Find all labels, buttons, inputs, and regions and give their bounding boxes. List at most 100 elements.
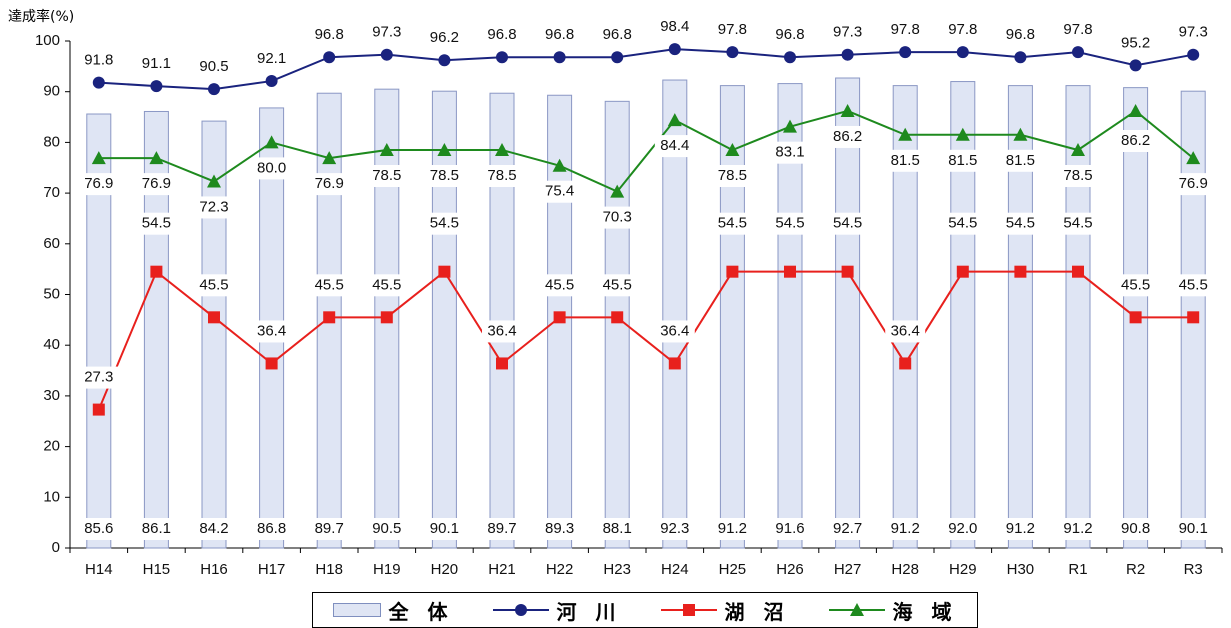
data-label-river: 97.3 (372, 24, 401, 41)
data-label-lake-bg (1173, 274, 1214, 297)
data-label-total: 92.7 (833, 520, 862, 537)
point-sea (552, 158, 567, 172)
data-label-sea-bg (770, 141, 810, 164)
data-label-total: 88.1 (603, 520, 632, 537)
data-label-lake-bg (309, 274, 350, 297)
x-tick-label: H26 (776, 561, 804, 578)
data-label-lake: 36.4 (660, 322, 689, 339)
chart-plot: 0 10 20 30 40 50 60 70 80 90 100 H14 H15 H16 H17 H18 H19… (35, 18, 1223, 578)
data-label-lake-bg (539, 274, 580, 297)
data-label-lake-bg (424, 212, 465, 235)
data-label-lake-bg (78, 366, 119, 389)
series-line-sea (98, 109, 1194, 193)
data-label-lake: 45.5 (603, 276, 632, 293)
data-label-sea: 78.5 (718, 167, 747, 184)
data-label-total: 86.8 (257, 520, 286, 537)
data-label-lake: 36.4 (257, 322, 286, 339)
point-lake (150, 265, 163, 278)
point-sea (1071, 143, 1085, 157)
y-tick-label: 70 (43, 184, 60, 201)
data-label-sea-bg (1058, 165, 1098, 188)
data-label-total-bg (885, 518, 926, 540)
data-label-lake-bg (597, 274, 638, 297)
series-line-river (98, 48, 1194, 91)
x-tick-label: H27 (834, 561, 862, 578)
point-lake (1072, 265, 1084, 278)
data-label-sea-bg (366, 165, 407, 188)
data-label-lake: 45.5 (1179, 276, 1208, 293)
data-label-sea-bg (942, 149, 983, 172)
data-label-sea-bg (885, 149, 926, 172)
data-label-lake: 54.5 (1006, 215, 1035, 232)
data-label-lake-bg (1115, 274, 1156, 297)
x-tick-label: R3 (1184, 561, 1203, 578)
legend-item-lake: 湖 沼 (660, 596, 790, 625)
data-label-lake: 54.5 (948, 215, 977, 232)
bar-total (431, 90, 457, 549)
data-label-sea: 75.4 (545, 183, 574, 200)
data-label-total-bg (309, 518, 350, 540)
data-label-total: 91.2 (891, 520, 920, 537)
data-label-sea-bg (539, 180, 580, 203)
data-label-river: 92.1 (257, 50, 286, 67)
data-label-total-bg (1173, 518, 1214, 540)
data-label-total: 86.1 (142, 520, 171, 537)
data-label-sea: 76.9 (1179, 175, 1208, 192)
data-label-total-bg (770, 518, 810, 540)
data-label-total-bg (1000, 518, 1041, 540)
x-tick-label: H20 (431, 561, 459, 578)
data-label-lake: 45.5 (199, 276, 228, 293)
point-lake (956, 265, 969, 278)
point-river (1014, 51, 1027, 64)
data-label-sea: 78.5 (487, 167, 516, 184)
data-label-lake-bg (136, 212, 177, 235)
data-label-lake-bg (712, 212, 753, 235)
point-lake (208, 311, 220, 324)
data-label-total-bg (827, 518, 868, 540)
chart-legend: 全 体 河 川 湖 沼 海 域 (312, 592, 978, 628)
x-tick-label: H15 (143, 561, 171, 578)
point-river (668, 43, 681, 56)
point-lake (92, 403, 105, 416)
point-sea (898, 127, 913, 141)
data-label-lake-bg (1000, 212, 1041, 235)
data-label-sea-bg (78, 173, 119, 196)
x-tick-label: H21 (488, 561, 516, 578)
data-label-lake: 54.5 (775, 215, 804, 232)
point-lake (496, 357, 508, 370)
point-sea (783, 119, 797, 133)
point-river (265, 75, 278, 88)
data-label-sea-bg (597, 206, 638, 229)
data-label-sea-bg (424, 165, 465, 188)
data-label-lake: 45.5 (372, 276, 401, 293)
point-river (611, 51, 624, 64)
data-label-lake-bg (366, 274, 407, 297)
data-label-sea: 86.2 (1121, 132, 1150, 149)
point-lake (1129, 311, 1142, 324)
x-tick-label: H30 (1007, 561, 1035, 578)
data-label-total-bg (482, 518, 522, 540)
data-label-lake: 54.5 (833, 215, 862, 232)
x-tick-label: H14 (85, 561, 113, 578)
data-label-river: 90.5 (199, 58, 228, 75)
point-lake (726, 265, 739, 278)
x-tick-label: H28 (891, 561, 919, 578)
point-lake (438, 265, 451, 278)
point-sea (322, 151, 337, 165)
data-label-total: 90.1 (1179, 520, 1208, 537)
data-label-river: 91.8 (84, 52, 113, 69)
series-line-lake (97, 270, 1194, 410)
data-label-sea: 78.5 (430, 167, 459, 184)
data-label-lake: 45.5 (315, 276, 344, 293)
data-label-lake: 36.4 (487, 322, 516, 339)
point-sea (437, 143, 452, 157)
point-river (438, 54, 451, 67)
data-label-sea: 81.5 (1006, 152, 1035, 169)
point-lake (553, 311, 566, 324)
point-sea (91, 151, 106, 165)
data-label-river: 97.8 (948, 21, 977, 38)
point-sea (495, 143, 509, 157)
data-label-river: 96.8 (603, 26, 632, 43)
y-tick-label: 100 (35, 32, 60, 49)
point-river (956, 46, 969, 59)
